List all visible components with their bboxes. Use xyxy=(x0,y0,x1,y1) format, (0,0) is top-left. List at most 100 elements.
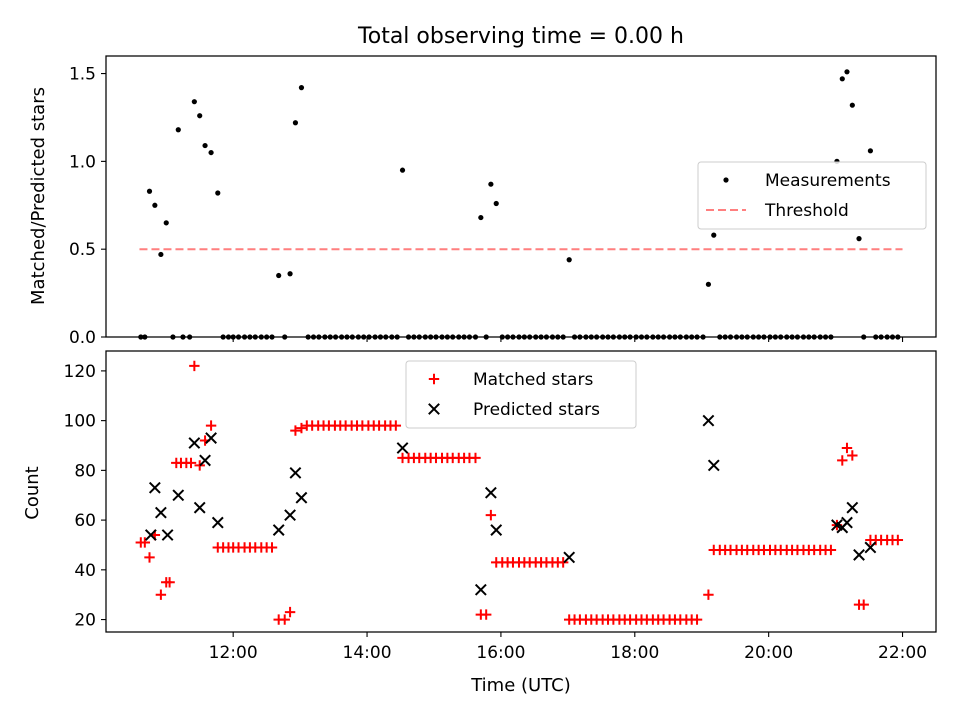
predicted-stars-point xyxy=(490,524,503,536)
count-legend: Matched stars Predicted stars xyxy=(405,360,637,429)
y-tick-label: 20 xyxy=(74,611,96,631)
predicted-stars-point xyxy=(161,529,174,541)
legend-swatch-measurements xyxy=(723,177,729,183)
matched-stars-point xyxy=(390,420,402,431)
predicted-stars-point xyxy=(199,454,211,467)
y-axis-label-count: Count xyxy=(22,466,43,519)
matched-stars-point xyxy=(847,450,858,461)
measurements-point xyxy=(163,220,169,226)
matched-stars-point xyxy=(470,452,481,464)
count-panel: Count Time (UTC) 20 40 60 80 100 120 12:00 14:0… xyxy=(22,350,937,696)
legend-predicted-stars-point xyxy=(428,403,440,415)
predicted-stars-point xyxy=(148,481,161,494)
predicted-stars-point xyxy=(295,491,308,504)
y-tick-label: 0.0 xyxy=(69,328,96,348)
measurements-point xyxy=(849,102,855,108)
ratio-axes-frame xyxy=(105,55,937,338)
matched-stars-point xyxy=(290,425,301,436)
measurements-point xyxy=(705,281,712,287)
matched-stars-point xyxy=(841,442,853,454)
legend-label-matched-stars: Matched stars xyxy=(473,370,593,390)
y-tick-label: 80 xyxy=(74,461,96,481)
legend-label-predicted-stars: Predicted stars xyxy=(473,400,600,420)
x-tick-label: 22:00 xyxy=(878,643,927,663)
x-tick-label: 12:00 xyxy=(209,643,258,663)
matched-stars-point xyxy=(892,534,904,546)
matched-stars-point xyxy=(557,557,569,568)
measurements-point xyxy=(175,127,181,133)
matched-stars-point xyxy=(284,606,296,618)
legend-label-threshold: Threshold xyxy=(764,201,849,221)
measurements-point xyxy=(711,232,717,238)
matched-stars-point xyxy=(189,360,200,372)
series-predicted-stars xyxy=(144,414,877,596)
matched-stars-point xyxy=(837,455,848,466)
predicted-stars-point xyxy=(846,501,859,514)
legend-box xyxy=(697,161,927,230)
y-tick-label: 1.5 xyxy=(69,65,96,85)
predicted-stars-point xyxy=(188,437,201,449)
predicted-stars-point xyxy=(284,509,296,522)
predicted-stars-point xyxy=(154,506,167,519)
measurements-point xyxy=(191,99,197,105)
predicted-stars-point xyxy=(841,516,853,529)
measurements-point xyxy=(276,272,282,279)
predicted-stars-point xyxy=(563,551,576,564)
y-tick-label: 40 xyxy=(74,561,96,581)
legend-label-measurements: Measurements xyxy=(765,171,891,191)
x-tick-label: 20:00 xyxy=(744,643,793,663)
y-tick-label: 1.0 xyxy=(69,152,96,172)
measurements-point xyxy=(856,236,862,242)
y-tick-label: 0.5 xyxy=(69,240,96,260)
matched-stars-point xyxy=(296,422,307,434)
measurements-point xyxy=(197,113,203,119)
matched-stars-point xyxy=(691,614,703,625)
ratio-panel: Total observing time = 0.00 h Matched/Pr… xyxy=(28,24,937,348)
measurements-point xyxy=(287,271,293,277)
legend-matched-stars-point xyxy=(428,373,440,385)
measurements-point xyxy=(399,167,406,173)
measurements-point xyxy=(152,202,158,208)
measurements-point xyxy=(298,85,305,91)
predicted-stars-point xyxy=(474,583,487,596)
matched-stars-point xyxy=(266,542,278,553)
count-axes-frame xyxy=(105,350,937,633)
legend-swatch-matched-stars xyxy=(428,373,440,385)
count-series xyxy=(135,360,904,625)
predicted-stars-point xyxy=(144,529,157,541)
matched-stars-point xyxy=(205,420,217,431)
matched-stars-point xyxy=(858,599,869,610)
matched-stars-point xyxy=(139,537,151,548)
matched-stars-point xyxy=(155,589,167,600)
matched-stars-point xyxy=(703,589,714,600)
predicted-stars-point xyxy=(193,501,206,514)
predicted-stars-point xyxy=(272,524,285,536)
measurements-point xyxy=(158,251,164,258)
matched-stars-point xyxy=(480,609,492,620)
measurements-point xyxy=(844,69,850,75)
measurements-point xyxy=(566,257,572,263)
measurements-point xyxy=(146,188,153,194)
predicted-stars-point xyxy=(702,414,715,427)
measurements-point xyxy=(488,181,494,187)
measurements-point xyxy=(202,142,208,149)
predicted-stars-point xyxy=(484,486,497,499)
predicted-stars-point xyxy=(707,459,720,472)
measurements-point xyxy=(292,120,299,126)
predicted-stars-point xyxy=(396,442,409,454)
x-tick-label: 18:00 xyxy=(610,643,659,663)
ratio-legend: Measurements Threshold xyxy=(697,161,927,230)
legend-swatch-predicted-stars xyxy=(428,403,440,415)
predicted-stars-point xyxy=(205,432,217,444)
measurements-point xyxy=(867,148,874,154)
measurements-point xyxy=(839,76,845,82)
measurements-point xyxy=(215,190,221,196)
y-axis-label-ratio: Matched/Predicted stars xyxy=(28,87,49,305)
x-axis-label: Time (UTC) xyxy=(470,675,571,696)
series-matched-stars xyxy=(135,360,904,625)
predicted-stars-point xyxy=(289,466,302,479)
matched-stars-point xyxy=(164,577,175,588)
y-tick-label: 120 xyxy=(64,362,96,382)
